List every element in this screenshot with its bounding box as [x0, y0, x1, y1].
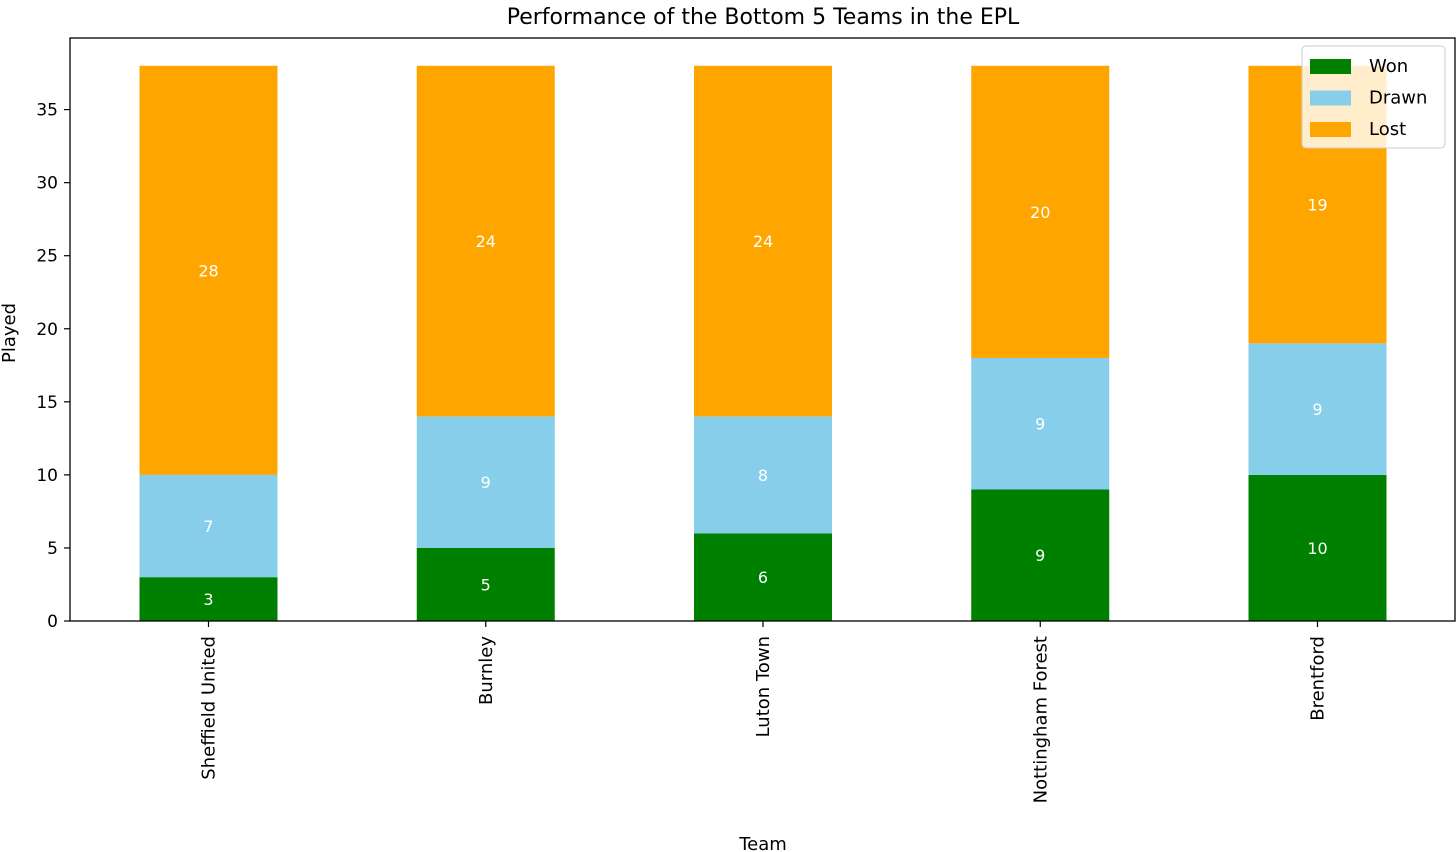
data-label-drawn-sheffield-united: 7 [203, 517, 213, 536]
y-tick-label: 0 [47, 612, 58, 632]
bars-layer [139, 65, 1387, 621]
data-label-lost-burnley: 24 [476, 232, 496, 251]
y-axis-label: Played [0, 303, 20, 363]
legend-swatch-drawn [1310, 90, 1351, 106]
data-label-drawn-brentford: 9 [1312, 400, 1322, 419]
bar-won-nottingham-forest [971, 489, 1110, 621]
data-label-drawn-burnley: 9 [481, 473, 491, 492]
bar-won-sheffield-united [139, 577, 278, 621]
bar-lost-luton-town [694, 65, 832, 417]
bar-drawn-luton-town [694, 416, 832, 534]
bar-drawn-nottingham-forest [971, 357, 1110, 490]
bar-lost-sheffield-united [139, 65, 278, 475]
x-axis-label: Team [738, 834, 787, 852]
x-axis: Sheffield United Burnley Luton Town Notting… [199, 621, 1329, 803]
bar-drawn-burnley [416, 416, 555, 548]
data-label-drawn-luton-town: 8 [758, 466, 768, 485]
bar-won-brentford [1248, 474, 1387, 621]
data-label-won-sheffield-united: 3 [203, 590, 213, 609]
bar-drawn-brentford [1248, 343, 1387, 475]
bar-won-luton-town [694, 533, 832, 621]
legend-swatch-lost [1310, 122, 1351, 137]
x-tick-label-luton-town: Luton Town [753, 636, 774, 737]
data-label-lost-luton-town: 24 [753, 232, 773, 251]
x-tick-label-brentford: Brentford [1308, 636, 1329, 721]
y-tick-label: 10 [36, 466, 58, 486]
y-tick-label: 20 [36, 320, 58, 340]
data-label-lost-nottingham-forest: 20 [1030, 203, 1050, 222]
y-tick-label: 5 [47, 539, 58, 559]
bar-lost-nottingham-forest [971, 65, 1110, 358]
legend-label-drawn: Drawn [1369, 88, 1427, 109]
data-labels-layer: 3 7 28 5 9 24 6 8 24 9 9 20 10 9 19 [198, 196, 1327, 610]
y-tick-label: 15 [36, 393, 58, 413]
data-label-won-burnley: 5 [481, 575, 491, 594]
legend-label-lost: Lost [1369, 119, 1406, 140]
x-tick-label-sheffield-united: Sheffield United [199, 636, 220, 780]
y-tick-label: 35 [36, 101, 58, 121]
legend-swatch-won [1310, 59, 1351, 74]
data-label-lost-brentford: 19 [1307, 196, 1327, 215]
legend: Won Drawn Lost [1301, 45, 1446, 149]
data-label-drawn-nottingham-forest: 9 [1035, 415, 1045, 434]
bar-drawn-sheffield-united [139, 474, 278, 578]
x-tick-label-burnley: Burnley [476, 636, 497, 705]
data-label-lost-sheffield-united: 28 [198, 261, 218, 280]
y-axis: 0 5 10 15 20 25 30 35 [36, 101, 70, 632]
bar-lost-burnley [416, 65, 555, 417]
data-label-won-luton-town: 6 [758, 568, 768, 587]
y-tick-label: 25 [36, 247, 58, 267]
y-tick-label: 30 [36, 174, 58, 194]
data-label-won-nottingham-forest: 9 [1035, 546, 1045, 565]
data-label-won-brentford: 10 [1307, 539, 1327, 558]
bar-won-burnley [416, 547, 555, 621]
chart-title: Performance of the Bottom 5 Teams in the… [507, 5, 1020, 30]
legend-label-won: Won [1369, 56, 1408, 77]
x-tick-label-nottingham-forest: Nottingham Forest [1030, 636, 1051, 803]
